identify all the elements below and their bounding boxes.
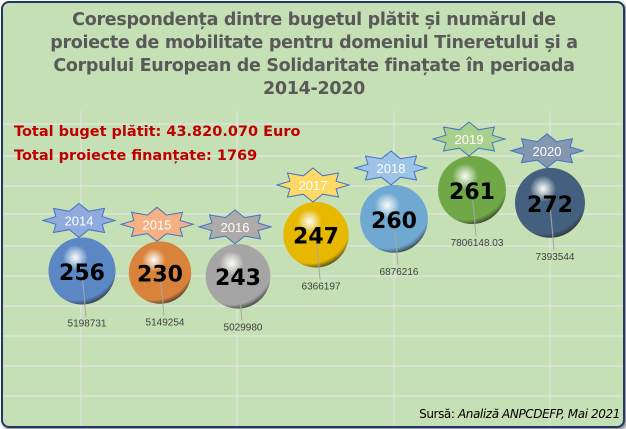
projects-label: 247	[293, 225, 339, 250]
source-note: Sursă: Analiză ANPCDEFP, Mai 2021	[419, 407, 620, 421]
year-star-2018	[353, 150, 429, 186]
bubbles: 256 5198731 2014 230 5149254 2015 243 5029980 20…	[41, 121, 585, 334]
bubble-2018: 260 6876216 2018	[353, 150, 429, 278]
bubble-mark	[205, 243, 271, 309]
year-label: 2017	[299, 178, 328, 193]
leader-line	[237, 278, 242, 309]
year-star-2016	[197, 209, 273, 245]
leader-line	[81, 272, 86, 305]
bubble-mark	[283, 201, 349, 268]
title-line: Corespondența dintre bugetul plătit și n…	[72, 10, 556, 30]
source-value: Analiză ANPCDEFP, Mai 2021	[457, 407, 620, 421]
title-line: Corpului European de Solidaritate finața…	[53, 56, 575, 76]
budget-label: 5149254	[146, 318, 185, 329]
budget-label: 6366197	[302, 281, 341, 292]
bubble-2014: 256 5198731 2014	[41, 202, 117, 330]
year-label: 2014	[65, 213, 94, 228]
leader-line	[471, 191, 476, 225]
projects-label: 260	[371, 209, 417, 234]
source-label: Sursă:	[419, 407, 458, 421]
budget-label: 7393544	[536, 252, 575, 263]
bubble-chart: 256 5198731 2014 230 5149254 2015 243 5029980 20…	[3, 111, 623, 426]
year-star-2014	[41, 202, 117, 239]
bubble-mark	[438, 155, 506, 224]
budget-label: 6876216	[380, 267, 419, 278]
year-label: 2020	[533, 144, 562, 159]
leader-line	[549, 204, 554, 238]
year-star-2019	[431, 121, 507, 157]
budget-label: 7806148.03	[451, 238, 504, 249]
year-label: 2016	[221, 220, 250, 235]
bubble-2017: 247 6366197 2017	[275, 167, 351, 292]
leader-line	[315, 236, 320, 268]
bubble-mark	[360, 184, 428, 253]
projects-label: 272	[527, 193, 573, 218]
title-line: proiecte de mobilitate pentru domeniul T…	[50, 33, 578, 53]
year-star-2015	[119, 206, 195, 242]
projects-label: 256	[59, 261, 105, 286]
leader-line	[159, 274, 164, 304]
projects-label: 243	[215, 266, 261, 291]
year-star-2020	[509, 133, 585, 169]
year-star-2017	[275, 167, 351, 203]
projects-label: 230	[137, 263, 183, 288]
chart-title: Corespondența dintre bugetul plătit și n…	[3, 9, 623, 101]
bubble-2019: 261 7806148.03 2019	[431, 121, 507, 249]
budget-label: 5029980	[224, 323, 263, 334]
leader-line	[393, 220, 398, 253]
bubble-mark	[128, 241, 192, 304]
year-label: 2015	[143, 217, 172, 232]
projects-label: 261	[449, 180, 495, 205]
bubble-mark	[515, 167, 585, 238]
bubble-mark	[48, 237, 116, 305]
bubble-2015: 230 5149254 2015	[119, 206, 195, 329]
title-line: 2014-2020	[263, 79, 365, 99]
bubble-2016: 243 5029980 2016	[197, 209, 273, 334]
year-label: 2019	[455, 132, 484, 147]
total-projects: Total proiecte finanțate: 1769	[14, 148, 258, 164]
bubble-2020: 272 7393544 2020	[509, 133, 585, 263]
budget-label: 5198731	[68, 319, 107, 330]
year-label: 2018	[377, 161, 406, 176]
total-budget: Total buget plătit: 43.820.070 Euro	[14, 124, 301, 140]
